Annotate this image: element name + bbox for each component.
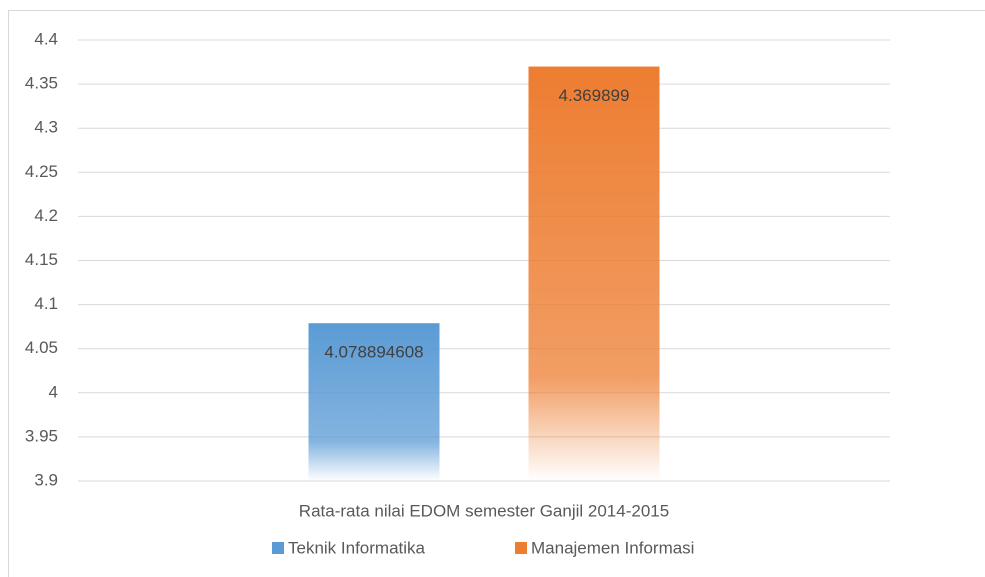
y-tick-label: 4	[49, 382, 58, 401]
y-tick-label: 3.95	[25, 426, 58, 445]
data-label: 4.369899	[559, 86, 630, 105]
y-tick-label: 4.35	[25, 74, 58, 93]
y-tick-label: 4.4	[34, 29, 58, 48]
y-tick-label: 3.9	[34, 470, 58, 489]
data-label: 4.078894608	[324, 343, 423, 362]
legend-swatch	[515, 542, 527, 554]
y-tick-label: 4.2	[34, 206, 58, 225]
y-tick-label: 4.3	[34, 118, 58, 137]
legend-label: Manajemen Informasi	[531, 538, 694, 557]
bar	[528, 66, 660, 482]
chart-frame	[8, 10, 985, 577]
y-tick-label: 4.05	[25, 338, 58, 357]
legend-label: Teknik Informatika	[288, 538, 426, 557]
legend-swatch	[272, 542, 284, 554]
y-tick-label: 4.1	[34, 294, 58, 313]
y-tick-label: 4.15	[25, 250, 58, 269]
x-tick-label: Rata-rata nilai EDOM semester Ganjil 201…	[299, 501, 669, 520]
bar	[308, 323, 440, 481]
y-tick-label: 4.25	[25, 162, 58, 181]
